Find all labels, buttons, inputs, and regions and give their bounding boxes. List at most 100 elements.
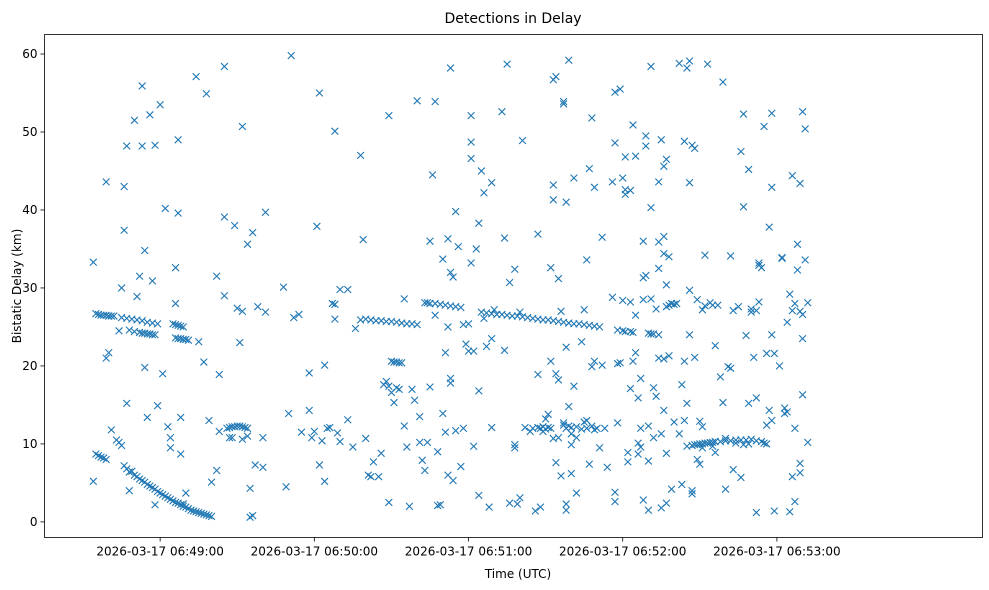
data-point <box>778 253 786 262</box>
data-point <box>552 72 560 81</box>
data-point <box>644 457 653 465</box>
data-point <box>331 315 339 323</box>
data-point <box>644 422 653 430</box>
data-point <box>405 502 414 511</box>
data-point <box>760 439 768 447</box>
data-point <box>788 306 797 315</box>
data-point <box>749 353 758 362</box>
data-point <box>467 259 475 267</box>
data-point <box>611 139 619 147</box>
data-point <box>433 501 442 510</box>
data-point <box>541 415 550 423</box>
data-point <box>320 361 329 369</box>
data-point <box>719 78 727 86</box>
data-point <box>552 458 560 467</box>
data-point <box>192 72 200 81</box>
data-point <box>644 506 653 514</box>
data-point <box>554 433 563 442</box>
data-point <box>246 484 254 493</box>
data-point <box>598 361 606 369</box>
data-point <box>400 295 409 303</box>
data-point <box>737 473 745 482</box>
data-point <box>708 442 717 451</box>
data-point <box>588 362 596 371</box>
data-point <box>480 189 488 197</box>
data-point <box>696 417 704 426</box>
data-point <box>796 468 804 477</box>
data-point <box>760 122 768 131</box>
data-point <box>233 304 242 313</box>
data-point <box>647 330 655 338</box>
data-point <box>765 223 773 231</box>
data-point <box>803 298 812 307</box>
data-point <box>775 362 784 370</box>
data-point <box>582 256 591 264</box>
data-point <box>215 427 224 436</box>
data-point <box>634 450 642 458</box>
data-point <box>634 439 642 447</box>
data-point <box>557 472 565 480</box>
x-axis: 2026-03-17 06:49:00 2026-03-17 06:50:00 20… <box>96 537 841 559</box>
data-point <box>744 440 753 448</box>
data-point <box>125 468 134 476</box>
data-point <box>729 465 738 474</box>
x-tick-label: 2026-03-17 06:50:00 <box>251 545 378 559</box>
data-point <box>685 178 694 187</box>
data-point <box>331 300 339 309</box>
data-point <box>477 167 486 175</box>
data-point <box>174 135 182 144</box>
data-point <box>125 326 134 334</box>
data-point <box>243 240 252 249</box>
data-point <box>315 89 324 97</box>
data-point <box>423 298 432 307</box>
data-point <box>582 416 591 425</box>
data-point <box>485 503 493 511</box>
data-point <box>467 138 475 146</box>
data-point <box>611 88 619 96</box>
data-point <box>657 135 666 144</box>
data-point <box>117 284 126 292</box>
data-point <box>647 62 655 71</box>
data-point <box>469 347 478 355</box>
data-point <box>685 57 694 65</box>
data-point <box>212 272 221 281</box>
data-point <box>590 357 599 366</box>
data-point <box>446 374 455 383</box>
data-point <box>179 500 188 508</box>
data-point <box>598 233 606 242</box>
data-point <box>166 444 175 452</box>
data-point <box>248 511 257 520</box>
y-tick-label: 60 <box>22 47 37 61</box>
data-point <box>534 230 542 238</box>
data-point <box>171 299 180 308</box>
data-point <box>636 424 645 433</box>
data-point <box>744 165 753 174</box>
data-point <box>469 442 478 451</box>
data-point <box>562 343 570 352</box>
data-point <box>115 327 123 335</box>
data-point <box>284 409 293 418</box>
data-point <box>279 283 288 291</box>
data-point <box>318 437 326 445</box>
data-point <box>798 390 807 399</box>
data-point <box>546 263 555 272</box>
data-point <box>197 509 206 518</box>
data-point <box>205 511 213 520</box>
data-point <box>143 413 152 422</box>
data-point <box>102 455 110 464</box>
data-point <box>439 255 447 263</box>
data-point <box>120 182 128 191</box>
data-point <box>374 472 383 481</box>
data-point <box>662 499 671 507</box>
data-point <box>791 497 799 506</box>
data-point <box>156 100 164 109</box>
data-point <box>647 203 655 212</box>
data-point <box>325 423 334 432</box>
data-point <box>660 162 668 171</box>
data-point <box>92 309 100 318</box>
data-point <box>385 498 393 507</box>
data-point <box>462 340 470 348</box>
data-point <box>110 312 118 320</box>
data-point <box>153 320 162 328</box>
data-point <box>413 320 421 329</box>
